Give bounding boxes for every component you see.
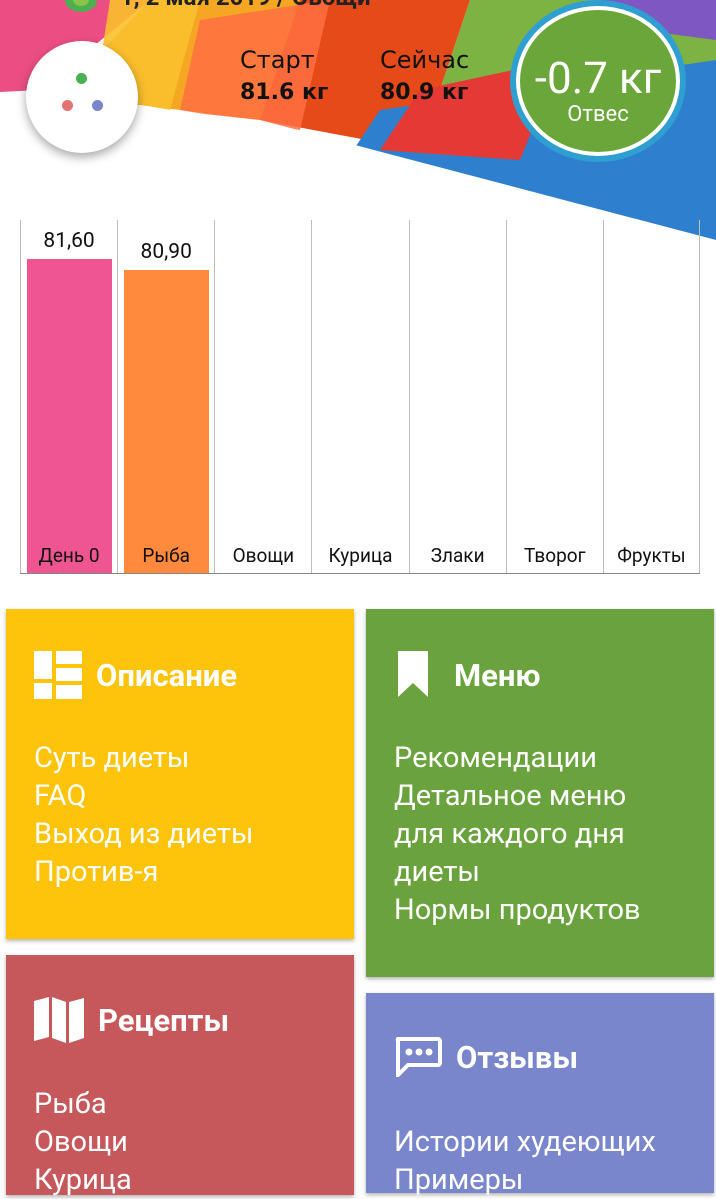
chart-category-label: Творог	[523, 544, 586, 567]
link-diet-essence[interactable]: Суть диеты	[34, 741, 190, 775]
chart-column[interactable]: 81,60 День 0	[20, 220, 117, 573]
chart-column[interactable]: Творог	[505, 220, 603, 573]
card-reviews[interactable]: Отзывы Истории худеющих Примеры	[366, 993, 714, 1197]
card-menu-title: Меню	[454, 656, 541, 694]
card-description[interactable]: Описание Суть диеты FAQ Выход из диеты П…	[6, 609, 354, 939]
link-detailed-menu-line3[interactable]: диеты	[394, 855, 480, 889]
chart-x-axis	[20, 573, 700, 574]
chart-value-label: 80,90	[140, 239, 192, 264]
link-faq[interactable]: FAQ	[34, 779, 87, 813]
chart-column[interactable]: Овощи	[214, 220, 311, 573]
header: 1, 2 мая 2019 / Овощи Старт 81.6 кг Сейч…	[0, 0, 716, 245]
date-text: 1, 2 мая 2019 / Овощи	[120, 0, 371, 11]
link-diet-exit[interactable]: Выход из диеты	[34, 817, 254, 851]
card-recipes-title: Рецепты	[98, 1001, 230, 1039]
card-description-items: Суть диеты FAQ Выход из диеты Против-я	[34, 739, 253, 891]
chart-category-label: Овощи	[232, 544, 295, 567]
card-reviews-title: Отзывы	[456, 1038, 578, 1076]
card-description-title: Описание	[96, 656, 238, 694]
link-product-norms[interactable]: Нормы продуктов	[394, 893, 641, 927]
chart-category-label: Курица	[328, 544, 393, 567]
chart-bar	[124, 269, 210, 573]
link-examples[interactable]: Примеры	[394, 1163, 524, 1197]
chart-column[interactable]: Курица	[311, 220, 408, 573]
chart-category-label: Фрукты	[617, 544, 686, 567]
date-row: 1, 2 мая 2019 / Овощи	[62, 0, 371, 12]
link-recipe-chicken[interactable]: Курица	[34, 1163, 132, 1197]
current-value: 80.9 кг	[380, 80, 469, 105]
chart-column[interactable]: 80,90 Рыба	[117, 220, 214, 573]
chart-column[interactable]: Фрукты	[602, 220, 700, 573]
weight-loss-label: Отвес	[567, 102, 629, 127]
start-weight: Старт 81.6 кг	[240, 46, 328, 105]
chart-value-label: 81,60	[43, 228, 95, 253]
link-recipe-fish[interactable]: Рыба	[34, 1087, 107, 1121]
menu-fab-button[interactable]	[26, 41, 138, 153]
chat-dots-icon	[395, 1037, 442, 1077]
link-weight-loss-stories[interactable]: Истории худеющих	[394, 1125, 656, 1159]
link-recipe-vegetables[interactable]: Овощи	[34, 1125, 128, 1159]
chart-category-label: Рыба	[142, 544, 190, 567]
fab-dot-blue	[92, 100, 103, 111]
map-icon	[34, 997, 84, 1043]
current-label: Сейчас	[380, 46, 470, 74]
start-label: Старт	[240, 46, 315, 74]
card-reviews-items: Истории худеющих Примеры	[394, 1123, 656, 1199]
link-detailed-menu[interactable]: Детальное меню	[394, 779, 627, 813]
dashboard-icon	[34, 651, 82, 699]
chart-bar	[27, 258, 113, 573]
weight-loss-badge: -0.7 кг Отвес	[510, 0, 686, 162]
card-menu-items: Рекомендации Детальное меню для каждого …	[394, 739, 641, 929]
fab-dot-green	[76, 73, 87, 84]
bookmark-icon	[398, 651, 428, 697]
link-detailed-menu-line2[interactable]: для каждого дня	[394, 817, 625, 851]
start-value: 81.6 кг	[240, 80, 329, 105]
card-recipes[interactable]: Рецепты Рыба Овощи Курица	[6, 955, 354, 1197]
chart-category-label: Злаки	[430, 544, 485, 567]
current-weight: Сейчас 80.9 кг	[380, 46, 469, 105]
weight-loss-value: -0.7 кг	[534, 52, 662, 104]
card-recipes-items: Рыба Овощи Курица	[34, 1085, 132, 1199]
link-recommendations[interactable]: Рекомендации	[394, 741, 597, 775]
card-menu[interactable]: Меню Рекомендации Детальное меню для каж…	[366, 609, 714, 977]
weight-chart: 81,60 День 0 80,90 Рыба Овощи Курица Злаки Твор…	[20, 220, 700, 575]
chart-column[interactable]: Злаки	[408, 220, 506, 573]
vegetable-icon	[65, 0, 97, 12]
chart-category-label: День 0	[38, 544, 100, 567]
link-contraindications[interactable]: Против-я	[34, 855, 159, 889]
fab-dot-red	[62, 100, 73, 111]
